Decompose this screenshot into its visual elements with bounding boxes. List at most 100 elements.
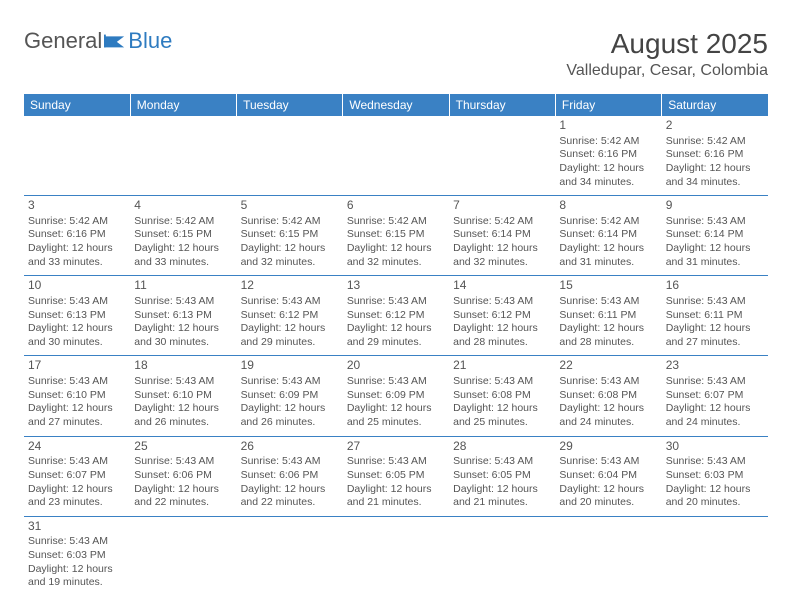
calendar-row: 31Sunrise: 5:43 AMSunset: 6:03 PMDayligh… — [24, 516, 768, 596]
day-detail: Daylight: 12 hours — [666, 162, 764, 176]
day-detail: Sunrise: 5:43 AM — [453, 375, 551, 389]
day-detail: Sunrise: 5:42 AM — [559, 215, 657, 229]
day-detail: Sunrise: 5:43 AM — [347, 455, 445, 469]
day-number: 13 — [347, 278, 445, 294]
calendar-cell: 5Sunrise: 5:42 AMSunset: 6:15 PMDaylight… — [237, 196, 343, 276]
day-number: 5 — [241, 198, 339, 214]
calendar-cell — [130, 516, 236, 596]
day-detail: and 26 minutes. — [134, 416, 232, 430]
calendar-row: 17Sunrise: 5:43 AMSunset: 6:10 PMDayligh… — [24, 356, 768, 436]
calendar-cell: 18Sunrise: 5:43 AMSunset: 6:10 PMDayligh… — [130, 356, 236, 436]
day-detail: and 30 minutes. — [134, 336, 232, 350]
month-title: August 2025 — [566, 28, 768, 60]
weekday-header: Tuesday — [237, 94, 343, 116]
calendar-cell — [449, 516, 555, 596]
day-detail: Daylight: 12 hours — [134, 322, 232, 336]
day-detail: Daylight: 12 hours — [666, 402, 764, 416]
weekday-header: Saturday — [662, 94, 768, 116]
day-detail: Sunrise: 5:43 AM — [666, 215, 764, 229]
day-detail: and 22 minutes. — [241, 496, 339, 510]
day-number: 30 — [666, 439, 764, 455]
calendar-cell: 17Sunrise: 5:43 AMSunset: 6:10 PMDayligh… — [24, 356, 130, 436]
weekday-header: Friday — [555, 94, 661, 116]
day-detail: Sunset: 6:09 PM — [241, 389, 339, 403]
day-detail: Daylight: 12 hours — [453, 322, 551, 336]
day-detail: Sunset: 6:10 PM — [134, 389, 232, 403]
day-detail: Sunset: 6:12 PM — [453, 309, 551, 323]
day-detail: and 27 minutes. — [28, 416, 126, 430]
day-detail: Sunrise: 5:42 AM — [347, 215, 445, 229]
calendar-cell: 15Sunrise: 5:43 AMSunset: 6:11 PMDayligh… — [555, 276, 661, 356]
day-detail: Sunset: 6:05 PM — [453, 469, 551, 483]
day-number: 23 — [666, 358, 764, 374]
calendar-cell: 4Sunrise: 5:42 AMSunset: 6:15 PMDaylight… — [130, 196, 236, 276]
day-detail: and 22 minutes. — [134, 496, 232, 510]
calendar-cell: 29Sunrise: 5:43 AMSunset: 6:04 PMDayligh… — [555, 436, 661, 516]
day-detail: Sunrise: 5:42 AM — [134, 215, 232, 229]
day-detail: Sunset: 6:08 PM — [559, 389, 657, 403]
weekday-header: Monday — [130, 94, 236, 116]
day-number: 24 — [28, 439, 126, 455]
day-detail: Sunrise: 5:43 AM — [666, 375, 764, 389]
calendar-cell: 30Sunrise: 5:43 AMSunset: 6:03 PMDayligh… — [662, 436, 768, 516]
day-detail: Sunrise: 5:42 AM — [241, 215, 339, 229]
day-detail: Daylight: 12 hours — [134, 483, 232, 497]
day-detail: Daylight: 12 hours — [347, 242, 445, 256]
day-detail: Daylight: 12 hours — [666, 242, 764, 256]
day-number: 3 — [28, 198, 126, 214]
calendar-cell: 21Sunrise: 5:43 AMSunset: 6:08 PMDayligh… — [449, 356, 555, 436]
day-detail: and 20 minutes. — [666, 496, 764, 510]
day-detail: and 34 minutes. — [559, 176, 657, 190]
day-detail: Daylight: 12 hours — [453, 402, 551, 416]
calendar-cell — [130, 116, 236, 196]
day-detail: Daylight: 12 hours — [347, 402, 445, 416]
header: General Blue August 2025 Valledupar, Ces… — [24, 28, 768, 80]
day-number: 21 — [453, 358, 551, 374]
day-detail: and 32 minutes. — [241, 256, 339, 270]
day-number: 16 — [666, 278, 764, 294]
day-detail: Daylight: 12 hours — [28, 563, 126, 577]
calendar-cell — [449, 116, 555, 196]
day-detail: Sunset: 6:14 PM — [453, 228, 551, 242]
day-number: 9 — [666, 198, 764, 214]
day-detail: Sunset: 6:07 PM — [28, 469, 126, 483]
day-detail: and 31 minutes. — [666, 256, 764, 270]
logo-text-1: General — [24, 28, 102, 54]
calendar-cell — [662, 516, 768, 596]
day-detail: Sunset: 6:07 PM — [666, 389, 764, 403]
calendar-cell: 1Sunrise: 5:42 AMSunset: 6:16 PMDaylight… — [555, 116, 661, 196]
calendar-cell: 11Sunrise: 5:43 AMSunset: 6:13 PMDayligh… — [130, 276, 236, 356]
day-detail: Sunrise: 5:43 AM — [28, 375, 126, 389]
logo: General Blue — [24, 28, 172, 54]
day-detail: Sunset: 6:15 PM — [134, 228, 232, 242]
day-detail: Daylight: 12 hours — [347, 322, 445, 336]
day-detail: and 19 minutes. — [28, 576, 126, 590]
day-detail: Daylight: 12 hours — [241, 402, 339, 416]
day-detail: Sunrise: 5:43 AM — [241, 375, 339, 389]
calendar-cell: 16Sunrise: 5:43 AMSunset: 6:11 PMDayligh… — [662, 276, 768, 356]
day-detail: and 29 minutes. — [241, 336, 339, 350]
day-detail: and 34 minutes. — [666, 176, 764, 190]
day-number: 12 — [241, 278, 339, 294]
calendar-cell — [237, 516, 343, 596]
day-detail: Sunrise: 5:42 AM — [559, 135, 657, 149]
calendar-cell: 24Sunrise: 5:43 AMSunset: 6:07 PMDayligh… — [24, 436, 130, 516]
calendar-cell: 27Sunrise: 5:43 AMSunset: 6:05 PMDayligh… — [343, 436, 449, 516]
day-detail: Daylight: 12 hours — [134, 242, 232, 256]
day-number: 20 — [347, 358, 445, 374]
day-detail: Sunset: 6:16 PM — [559, 148, 657, 162]
day-number: 4 — [134, 198, 232, 214]
day-detail: and 29 minutes. — [347, 336, 445, 350]
day-detail: Sunrise: 5:43 AM — [559, 455, 657, 469]
weekday-header: Thursday — [449, 94, 555, 116]
day-detail: Sunset: 6:13 PM — [28, 309, 126, 323]
day-detail: Daylight: 12 hours — [241, 242, 339, 256]
calendar-cell: 20Sunrise: 5:43 AMSunset: 6:09 PMDayligh… — [343, 356, 449, 436]
day-detail: Sunrise: 5:43 AM — [347, 375, 445, 389]
logo-text-2: Blue — [128, 28, 172, 54]
day-detail: Sunset: 6:03 PM — [666, 469, 764, 483]
day-detail: Sunset: 6:10 PM — [28, 389, 126, 403]
calendar-cell: 31Sunrise: 5:43 AMSunset: 6:03 PMDayligh… — [24, 516, 130, 596]
calendar-cell — [343, 116, 449, 196]
calendar-cell: 14Sunrise: 5:43 AMSunset: 6:12 PMDayligh… — [449, 276, 555, 356]
